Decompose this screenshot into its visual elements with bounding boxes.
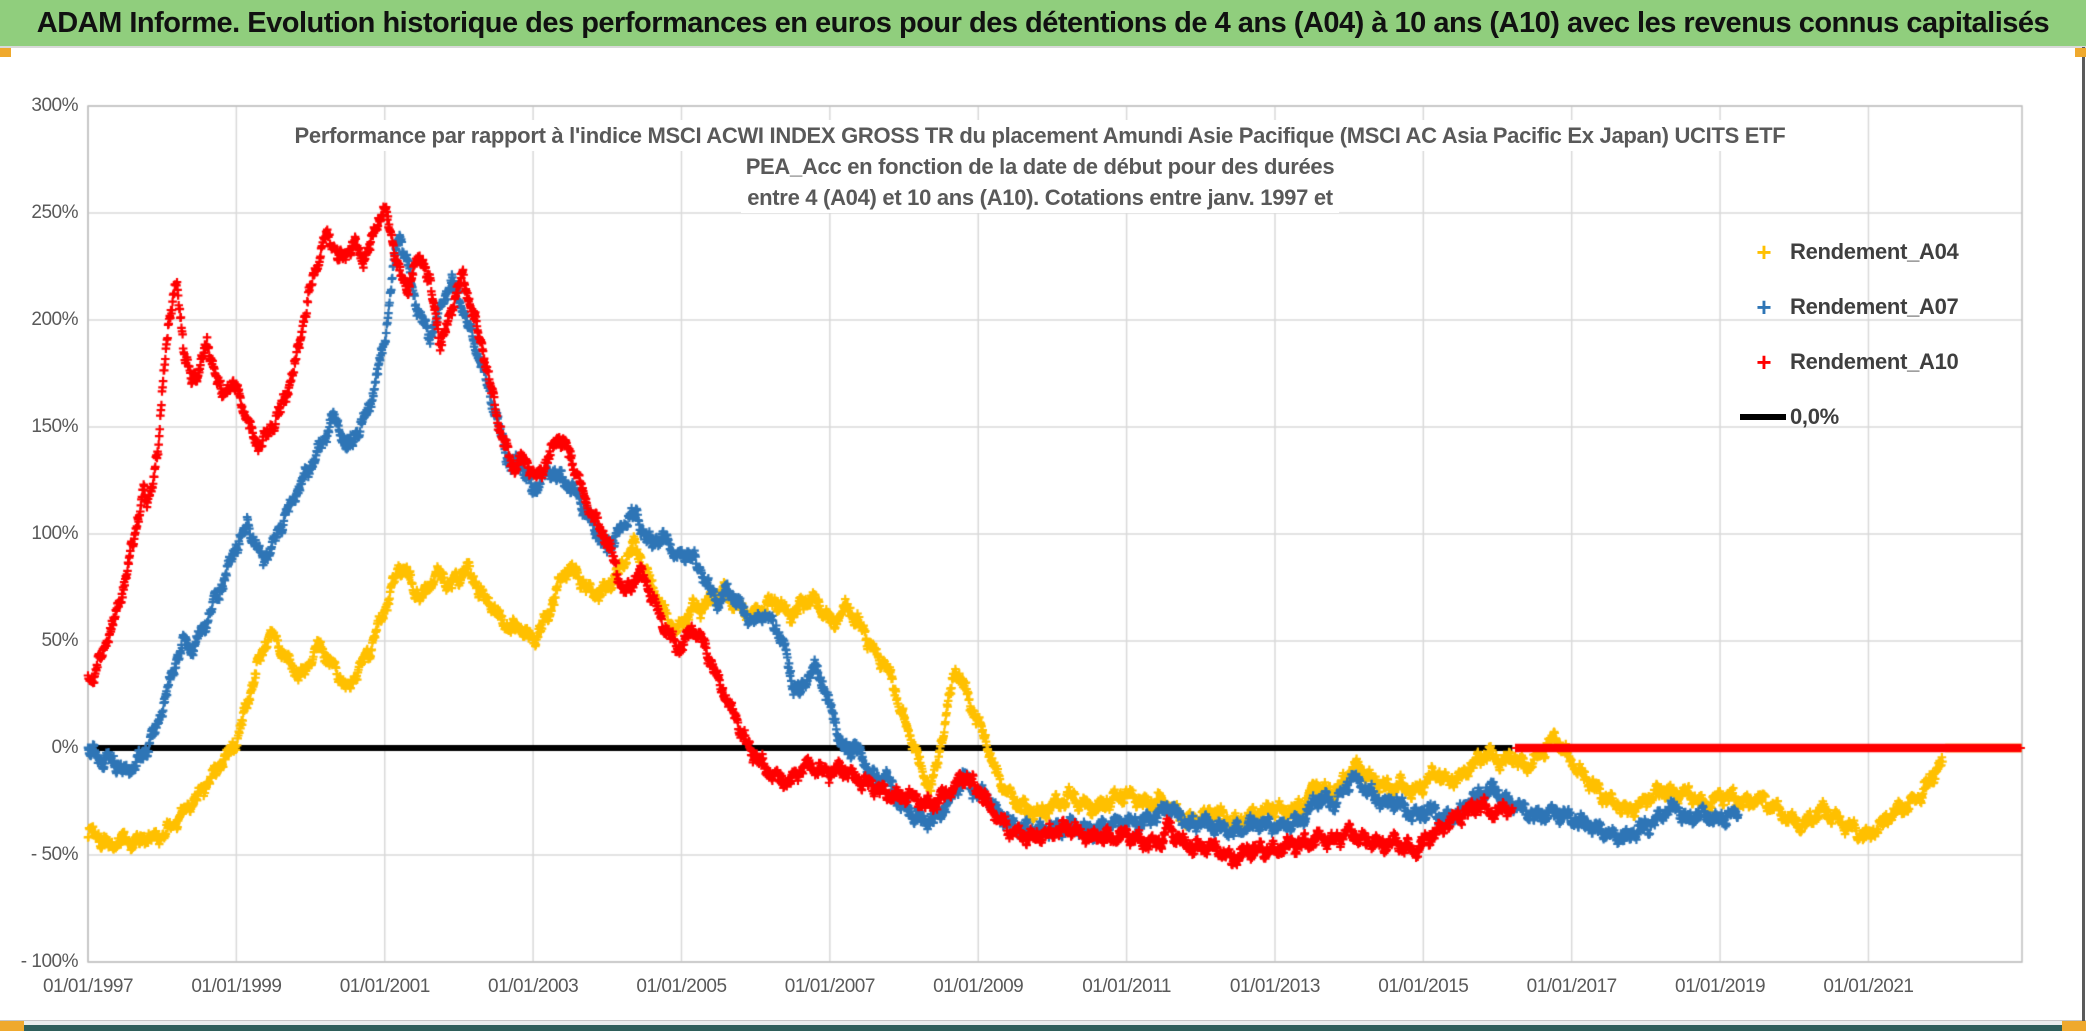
gold-corner-accent-top-left xyxy=(0,48,11,57)
chart-area: Performance par rapport à l'indice MSCI … xyxy=(0,48,2086,1020)
window-right-edge xyxy=(2082,47,2085,1031)
bottom-bar-teal xyxy=(0,1025,2086,1031)
header-underline xyxy=(0,46,2086,48)
x-axis-tick-label: 01/01/2001 xyxy=(339,976,431,997)
header-bar: ADAM Informe. Evolution historique des p… xyxy=(0,0,2086,46)
y-axis-tick-label: 50% xyxy=(41,630,78,651)
header-title: ADAM Informe. Evolution historique des p… xyxy=(36,6,2050,39)
x-axis-tick-label: 01/01/2003 xyxy=(488,976,579,997)
legend-item-rendement-a10[interactable]: + Rendement_A10 xyxy=(1738,343,1959,381)
legend-item-zero-line[interactable]: 0,0% xyxy=(1738,398,1959,436)
y-axis-tick-label: 300% xyxy=(31,95,78,116)
x-axis-tick-label: 01/01/2017 xyxy=(1526,976,1618,997)
y-axis-tick-label: 0% xyxy=(51,737,79,758)
x-axis-tick-label: 01/01/2007 xyxy=(784,976,876,997)
y-axis-tick-label: 100% xyxy=(31,523,78,544)
x-axis-tick-label: 01/01/2013 xyxy=(1229,976,1321,997)
x-axis-tick-label: 01/01/2015 xyxy=(1378,976,1469,997)
y-axis-tick-label: - 100% xyxy=(20,951,79,972)
x-axis-tick-label: 01/01/1999 xyxy=(191,976,282,997)
legend-label-a07: Rendement_A07 xyxy=(1790,294,1959,319)
y-axis-tick-label: 200% xyxy=(31,309,78,330)
gold-corner-accent-bottom-right xyxy=(2062,1021,2086,1031)
legend-label-a04: Rendement_A04 xyxy=(1790,239,1959,264)
plus-marker-red-icon: + xyxy=(1756,347,1772,377)
gold-corner-accent-bottom-left xyxy=(0,1021,24,1031)
x-axis-tick-label: 01/01/2005 xyxy=(636,976,727,997)
legend-item-rendement-a04[interactable]: + Rendement_A04 xyxy=(1738,233,1959,271)
black-line-swatch-icon xyxy=(1740,414,1786,420)
chart-title-line-3: entre 4 (A04) et 10 ans (A10). Cotations… xyxy=(741,182,1339,213)
plus-marker-blue-icon: + xyxy=(1756,292,1772,322)
legend-label-a10: Rendement_A10 xyxy=(1790,349,1959,374)
plus-marker-gold-icon: + xyxy=(1756,237,1772,267)
x-axis-tick-label: 01/01/1997 xyxy=(42,976,134,997)
x-axis-tick-label: 01/01/2009 xyxy=(933,976,1024,997)
chart-title: Performance par rapport à l'indice MSCI … xyxy=(210,120,1870,213)
y-axis-tick-label: - 50% xyxy=(30,844,79,865)
chart-legend: + Rendement_A04 + Rendement_A07 + Rendem… xyxy=(1738,233,1959,453)
y-axis-tick-label: 150% xyxy=(31,416,78,437)
x-axis-tick-label: 01/01/2019 xyxy=(1675,976,1766,997)
chart-title-line-2: PEA_Acc en fonction de la date de début … xyxy=(739,151,1341,182)
gold-corner-accent-top-right xyxy=(2075,48,2086,57)
x-axis-tick-label: 01/01/2011 xyxy=(1082,976,1171,997)
x-axis-tick-label: 01/01/2021 xyxy=(1823,976,1914,997)
y-axis-tick-label: 250% xyxy=(31,202,78,223)
legend-label-zero: 0,0% xyxy=(1790,404,1839,429)
chart-title-line-1: Performance par rapport à l'indice MSCI … xyxy=(288,120,1792,151)
legend-item-rendement-a07[interactable]: + Rendement_A07 xyxy=(1738,288,1959,326)
